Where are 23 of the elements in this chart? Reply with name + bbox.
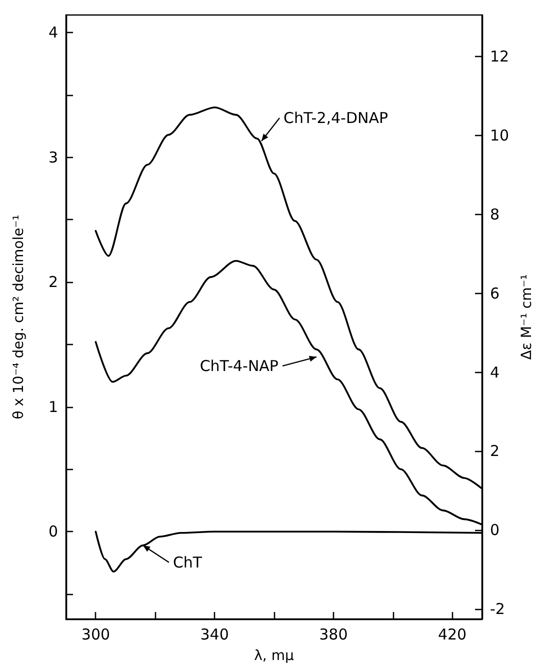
y2-tick-label: 12	[490, 47, 510, 66]
y-tick-label: 0	[48, 522, 58, 541]
y2-tick-label: 2	[490, 442, 500, 460]
annotation: ChT-4-NAP	[200, 356, 278, 375]
y-axis-title: θ x 10⁻⁴ deg. cm² decimole⁻¹	[11, 214, 27, 420]
y2-tick-label: 6	[490, 284, 500, 302]
y2-tick-label: 8	[490, 205, 500, 224]
y2-tick-label: 4	[490, 363, 500, 382]
x-tick-label: 380	[319, 626, 348, 644]
y2-tick-label: 10	[490, 126, 510, 144]
y2-axis-title: Δε M⁻¹ cm⁻¹	[519, 274, 535, 360]
y2-tick-label: 0	[490, 521, 500, 540]
annotation: ChT-2,4-DNAP	[284, 109, 388, 128]
x-tick-label: 340	[200, 626, 229, 644]
x-axis-title: λ, mμ	[254, 648, 294, 664]
x-tick-label: 300	[81, 626, 110, 644]
y-tick-label: 3	[48, 148, 58, 166]
y-tick-label: 4	[48, 23, 58, 42]
x-tick-label: 420	[438, 626, 467, 644]
y-tick-label: 2	[48, 273, 58, 292]
y2-tick-label: -2	[490, 600, 505, 618]
annotation: ChT	[172, 553, 203, 572]
y-tick-label: 1	[48, 398, 58, 416]
